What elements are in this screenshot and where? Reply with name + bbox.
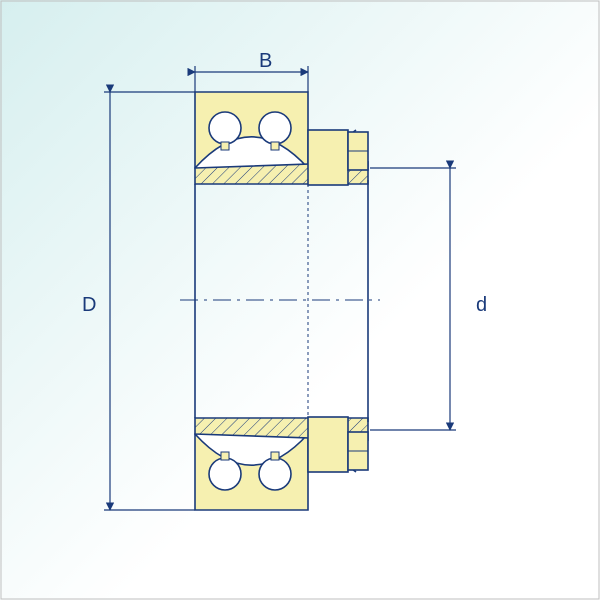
bearing-diagram: Dd B <box>0 0 600 600</box>
dimension-label-B: B <box>259 50 272 73</box>
dimension-label-d: d <box>476 294 487 317</box>
dimension-label-D: D <box>82 294 96 317</box>
